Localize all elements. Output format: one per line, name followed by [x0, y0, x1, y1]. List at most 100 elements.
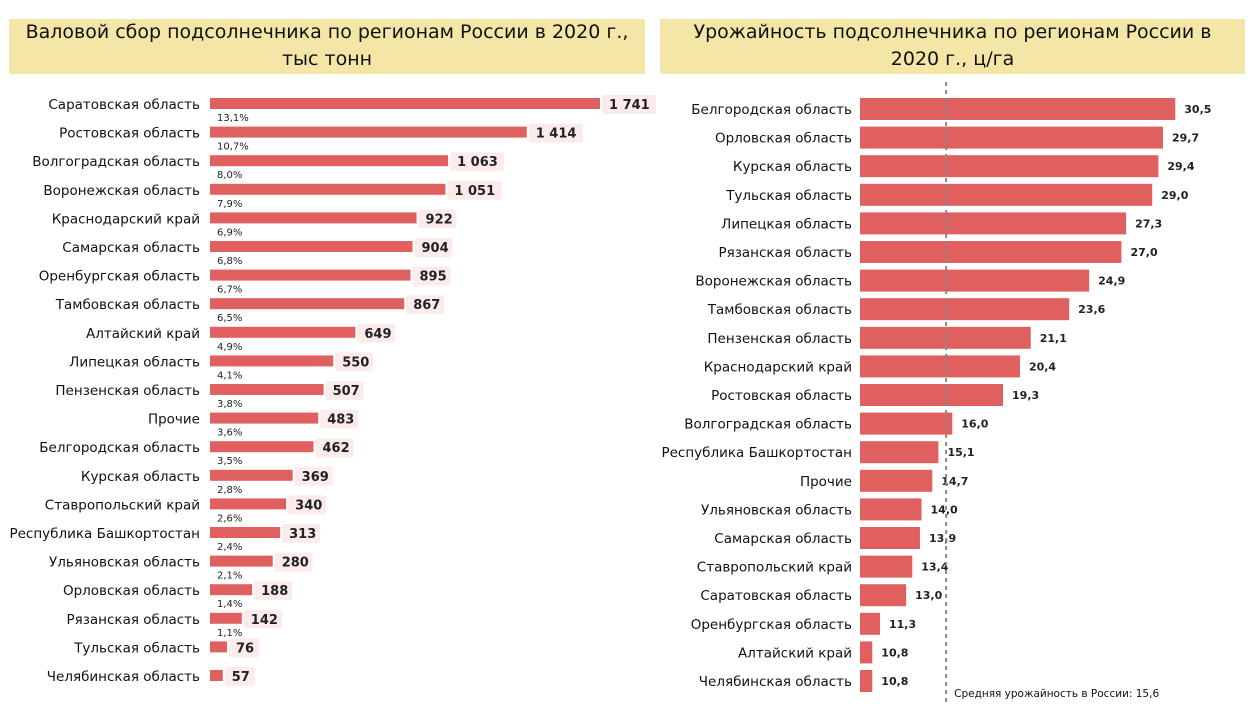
bar — [210, 212, 417, 224]
category-label: Пензенская область — [55, 383, 200, 399]
category-label: Оренбургская область — [691, 617, 852, 633]
bar — [210, 298, 405, 310]
share-label: 3,6% — [217, 428, 242, 439]
value-label: 15,1 — [947, 446, 974, 459]
value-label: 340 — [295, 498, 322, 513]
value-label: 369 — [302, 470, 329, 485]
bar — [860, 612, 880, 635]
category-label: Воронежская область — [43, 183, 200, 199]
value-label: 550 — [342, 355, 369, 370]
bar — [210, 612, 242, 624]
bar — [860, 155, 1159, 178]
bar — [210, 469, 293, 481]
value-label: 57 — [232, 670, 250, 685]
category-label: Тамбовская область — [707, 302, 852, 318]
category-label: Воронежская область — [695, 274, 852, 290]
category-label: Самарская область — [714, 531, 852, 547]
value-label-bg — [282, 524, 321, 543]
category-label: Самарская область — [62, 240, 200, 256]
value-label: 922 — [426, 212, 453, 227]
share-label: 2,8% — [217, 485, 242, 496]
bar — [860, 384, 1004, 406]
value-label-bg — [294, 466, 333, 486]
value-label-bg — [528, 123, 583, 143]
value-label-bg — [406, 295, 445, 315]
category-label: Тамбовская область — [55, 297, 200, 313]
bar — [860, 269, 1090, 292]
bar — [860, 498, 922, 521]
value-label-bg — [320, 409, 359, 429]
category-label: Пензенская область — [707, 331, 852, 347]
share-label: 6,5% — [217, 313, 242, 324]
value-label: 280 — [282, 556, 309, 571]
value-label: 462 — [322, 441, 349, 456]
value-label: 904 — [422, 241, 449, 256]
value-label: 1 051 — [454, 184, 495, 199]
value-label: 188 — [261, 584, 288, 599]
bar — [210, 527, 281, 538]
value-label: 867 — [413, 298, 440, 313]
share-label: 2,6% — [217, 513, 242, 524]
bar — [860, 183, 1153, 206]
category-label: Краснодарский край — [52, 211, 200, 227]
share-label: 6,9% — [217, 227, 242, 238]
category-label: Рязанская область — [66, 612, 200, 628]
bar — [860, 355, 1020, 378]
bar — [860, 212, 1127, 235]
value-label-bg — [224, 667, 255, 686]
share-label: 2,4% — [217, 542, 242, 553]
value-label: 29,0 — [1161, 189, 1188, 202]
bar — [860, 584, 907, 607]
category-label: Челябинская область — [47, 669, 200, 685]
bar — [210, 384, 324, 395]
value-label: 483 — [327, 413, 354, 428]
bar — [860, 412, 953, 435]
bar — [860, 670, 873, 692]
value-label-bg — [412, 266, 451, 286]
category-label: Прочие — [800, 474, 852, 490]
right-chart-title: Урожайность подсолнечника по регионам Ро… — [660, 19, 1245, 74]
value-label: 27,0 — [1130, 246, 1157, 259]
category-label: Тульская область — [73, 640, 200, 656]
bar — [210, 670, 223, 681]
value-label: 507 — [333, 384, 360, 399]
share-label: 4,1% — [217, 370, 242, 381]
category-label: Прочие — [148, 412, 200, 428]
category-label: Алтайский край — [738, 645, 852, 661]
share-label: 7,9% — [217, 199, 242, 210]
value-label: 14,0 — [931, 503, 958, 516]
value-label-bg — [418, 209, 457, 229]
category-label: Ульяновская область — [49, 555, 200, 571]
category-label: Ульяновская область — [701, 502, 852, 518]
value-label: 27,3 — [1135, 217, 1162, 230]
bar — [210, 126, 527, 138]
share-label: 3,5% — [217, 456, 242, 467]
value-label-bg — [315, 438, 354, 458]
category-label: Саратовская область — [700, 588, 852, 604]
value-label: 895 — [419, 270, 446, 285]
value-label: 19,3 — [1012, 389, 1039, 402]
bar — [860, 555, 913, 578]
value-label-bg — [288, 495, 327, 515]
value-label: 14,7 — [941, 475, 968, 488]
average-reference-label: Средняя урожайность в России: 15,6 — [954, 688, 1159, 700]
value-label-bg — [357, 323, 396, 343]
value-label-bg — [229, 638, 260, 658]
category-label: Волгоградская область — [32, 154, 200, 170]
bar — [860, 298, 1070, 321]
value-label: 23,6 — [1078, 303, 1105, 316]
share-label: 8,0% — [217, 170, 242, 181]
value-label-bg — [325, 381, 364, 400]
category-label: Орловская область — [63, 583, 200, 599]
share-label: 6,8% — [217, 256, 242, 267]
value-label: 13,0 — [915, 589, 942, 602]
bar — [860, 241, 1122, 263]
value-label: 1 741 — [609, 98, 650, 113]
category-label: Орловская область — [715, 131, 852, 147]
category-label: Тульская область — [725, 188, 852, 204]
value-label: 11,3 — [889, 618, 916, 631]
category-label: Липецкая область — [69, 354, 200, 370]
share-label: 1,4% — [217, 599, 242, 610]
value-label: 76 — [236, 641, 254, 656]
category-label: Курская область — [81, 469, 200, 485]
